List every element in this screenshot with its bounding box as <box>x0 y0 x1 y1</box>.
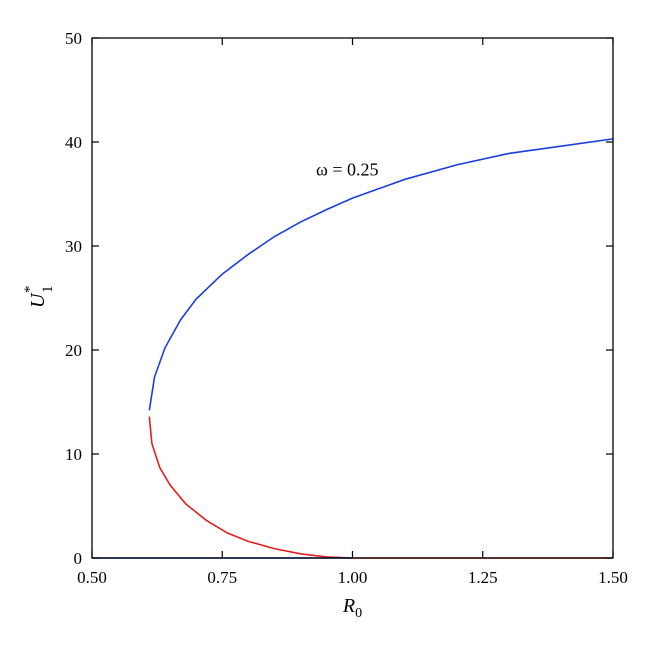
y-tick-label: 40 <box>65 133 82 152</box>
y-axis-title-subscript: 1 <box>40 286 56 294</box>
x-tick-label: 0.50 <box>77 568 107 587</box>
y-tick-label: 30 <box>65 237 82 256</box>
x-tick-label: 1.50 <box>598 568 628 587</box>
x-tick-label: 0.75 <box>207 568 237 587</box>
y-axis-title: U * 1 <box>22 286 56 309</box>
y-axis-title-main: U <box>27 292 49 308</box>
x-axis-title: R0 <box>342 595 362 621</box>
y-tick-label: 50 <box>65 29 82 48</box>
annotation-label: ω = 0.25 <box>316 159 379 179</box>
x-axis-title-subscript: 0 <box>355 606 362 621</box>
series-layer <box>92 138 614 559</box>
plot-frame <box>91 37 614 559</box>
x-tick-label: 1.00 <box>338 568 368 587</box>
y-tick-label: 20 <box>65 341 82 360</box>
series-line-1 <box>148 416 353 559</box>
axes-layer: 0.50 0.75 1.00 1.25 1.50 0 10 20 30 40 50 <box>65 29 628 587</box>
x-tick-label: 1.25 <box>468 568 498 587</box>
y-tick-label: 0 <box>74 549 83 568</box>
series-line-0 <box>148 138 614 411</box>
y-axis-title-superscript: * <box>22 286 38 294</box>
x-axis-title-main: R <box>342 595 355 617</box>
y-tick-label: 10 <box>65 445 82 464</box>
